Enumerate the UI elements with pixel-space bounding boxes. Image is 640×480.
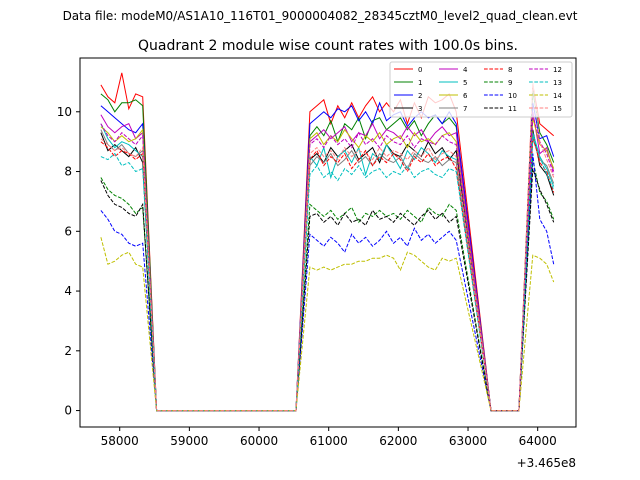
legend-label-13: 13 <box>553 79 562 87</box>
x-tick-label: 59000 <box>170 434 208 448</box>
axes-layer: 58000 59000 60000 61000 62000 63000 64000 0 2 4 6 8… <box>57 57 577 448</box>
legend-label-5: 5 <box>463 79 467 87</box>
legend-label-15: 15 <box>553 105 562 113</box>
x-tick-label: 64000 <box>519 434 557 448</box>
series-line-2 <box>100 101 555 412</box>
y-tick-label: 8 <box>64 165 72 179</box>
legend-label-9: 9 <box>508 79 512 87</box>
legend-label-14: 14 <box>553 92 562 100</box>
figure-suptitle: Data file: modeM0/AS1A10_116T01_90000040… <box>63 9 578 23</box>
x-tick-label: 60000 <box>240 434 278 448</box>
legend-label-7: 7 <box>463 105 467 113</box>
y-tick-label: 2 <box>64 344 72 358</box>
x-tick-label: 62000 <box>379 434 417 448</box>
x-tick-label: 58000 <box>101 434 139 448</box>
y-tick-label: 0 <box>64 404 72 418</box>
legend-label-11: 11 <box>508 105 517 113</box>
x-tick-label: 61000 <box>310 434 348 448</box>
chart-title: Quadrant 2 module wise count rates with … <box>138 38 518 54</box>
legend-label-12: 12 <box>553 66 562 74</box>
y-tick-label: 10 <box>57 105 72 119</box>
x-tick-label: 63000 <box>449 434 487 448</box>
legend-label-6: 6 <box>463 92 468 100</box>
legend-label-3: 3 <box>418 105 422 113</box>
legend-label-0: 0 <box>418 66 422 74</box>
y-tick-label: 6 <box>64 224 72 238</box>
series-layer <box>100 72 555 412</box>
x-offset-label: +3.465e8 <box>517 456 576 470</box>
series-line-15 <box>100 81 555 412</box>
legend-label-1: 1 <box>418 79 422 87</box>
legend-label-4: 4 <box>463 66 468 74</box>
series-line-4 <box>100 111 555 412</box>
plot-frame <box>79 57 577 428</box>
y-tick-label: 4 <box>64 284 72 298</box>
series-line-11 <box>100 168 555 412</box>
legend-box <box>389 61 573 118</box>
legend-label-8: 8 <box>508 66 512 74</box>
legend-label-2: 2 <box>418 92 422 100</box>
legend-label-10: 10 <box>508 92 517 100</box>
